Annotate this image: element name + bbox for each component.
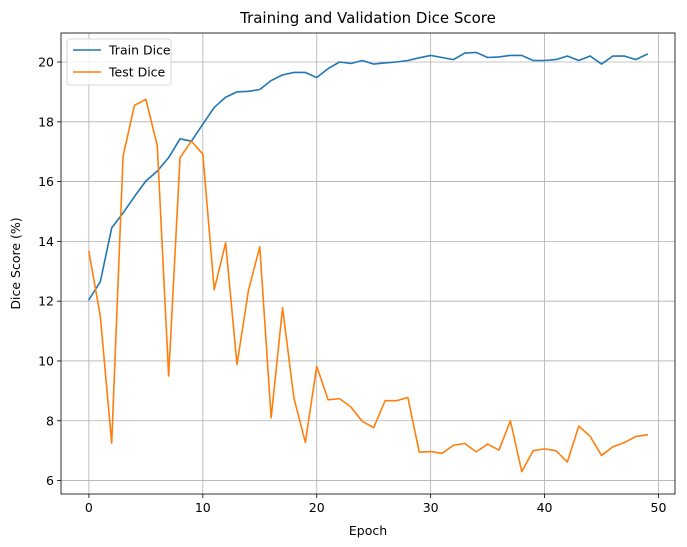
series-line-test-dice [87,98,649,473]
legend-label-test-dice: Test Dice [108,65,166,80]
x-tick-label: 50 [651,500,667,515]
y-tick-label: 6 [46,473,54,488]
x-tick-label: 10 [195,500,211,515]
axis-ticks: 0 10 20 30 40 50 6 8 10 12 14 16 18 20 [38,54,666,515]
chart-title: Training and Validation Dice Score [239,9,496,27]
y-tick-label: 20 [38,54,54,69]
legend: Train Dice Test Dice [66,38,172,86]
x-tick-label: 20 [309,500,325,515]
x-tick-label: 40 [537,500,553,515]
y-tick-label: 18 [38,114,54,129]
y-tick-label: 16 [38,174,54,189]
y-axis-label: Dice Score (%) [8,217,23,309]
series-line-train-dice [87,51,649,301]
x-tick-label: 0 [85,500,93,515]
legend-label-train-dice: Train Dice [108,43,171,58]
x-tick-label: 30 [423,500,439,515]
y-tick-label: 12 [38,294,54,309]
series-lines [87,51,649,473]
y-tick-label: 14 [38,234,54,249]
y-tick-label: 10 [38,353,54,368]
plot-area-frame [60,32,676,495]
y-tick-label: 8 [46,413,54,428]
x-axis-label: Epoch [349,523,387,538]
